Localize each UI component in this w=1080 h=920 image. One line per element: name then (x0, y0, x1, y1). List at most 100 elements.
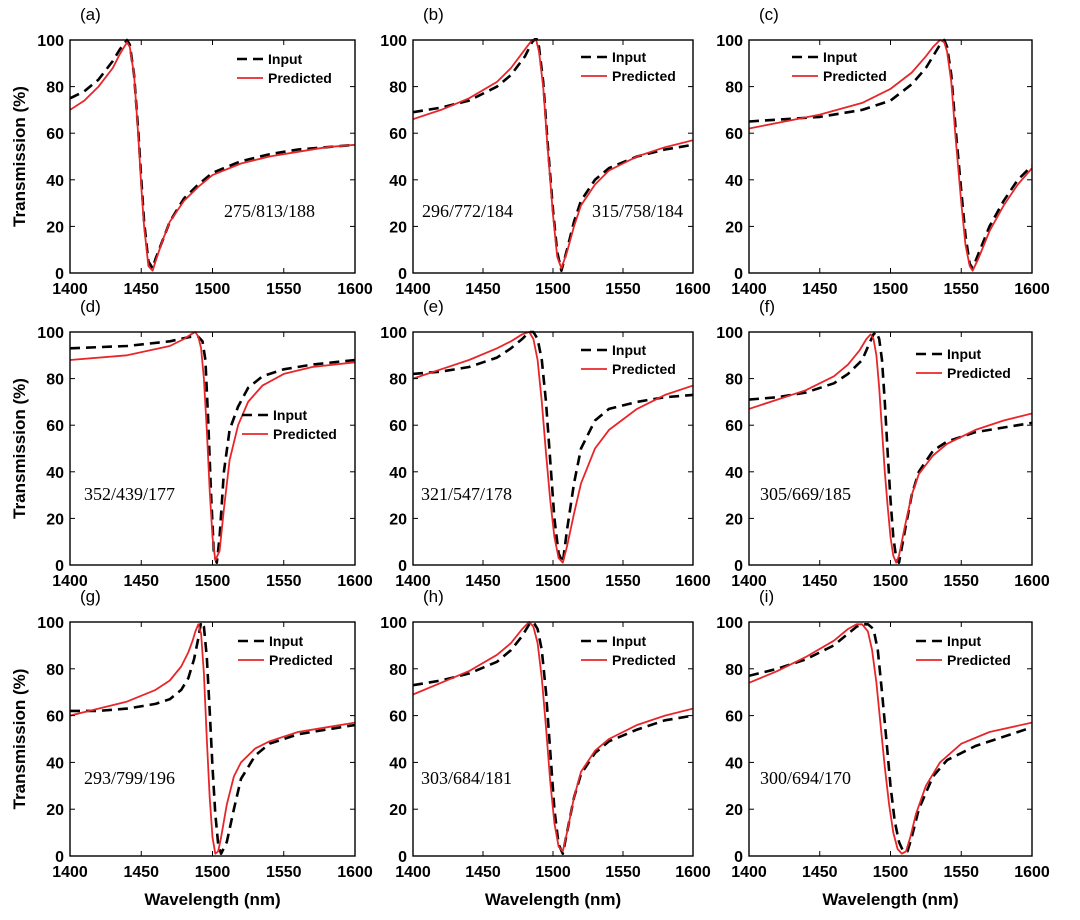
legend-label-predicted: Predicted (612, 68, 676, 84)
x-tick-label: 1600 (1014, 573, 1050, 590)
legend-label-input: Input (273, 407, 308, 423)
x-tick-label: 1400 (52, 281, 88, 298)
annotation-label: 352/439/177 (84, 484, 175, 504)
y-tick-label: 0 (55, 558, 64, 575)
y-tick-label: 80 (725, 80, 743, 97)
annotation-label: 305/669/185 (760, 484, 851, 504)
series-line-predicted (749, 623, 1032, 855)
y-tick-label: 60 (389, 709, 407, 726)
y-tick-label: 0 (398, 266, 407, 283)
y-tick-label: 60 (46, 709, 64, 726)
x-tick-label: 1600 (337, 281, 373, 298)
chart-panel-f: (f) 1400 1450 1500 1550 1600 0 20 40 60 80 100 305/6… (716, 297, 1050, 590)
panel-label: (d) (80, 297, 101, 316)
annotation-label: 275/813/188 (224, 201, 315, 221)
x-tick-label: 1400 (395, 281, 431, 298)
chart-panel-b: (b) 1400 1450 1500 1550 1600 0 20 40 60 80 100 296/7… (380, 5, 711, 298)
y-tick-label: 20 (46, 511, 64, 528)
y-axis-label: Transmission (%) (10, 378, 29, 519)
chart-panel-h: (h) 1400 1450 1500 1550 1600 0 20 40 60 80 100 303/6… (380, 587, 711, 881)
legend-label-predicted: Predicted (273, 426, 337, 442)
legend: Input Predicted (238, 633, 333, 668)
panel-label: (a) (80, 5, 101, 24)
panel-label: (i) (759, 587, 774, 606)
plot-frame (748, 39, 1033, 274)
x-tick-label: 1600 (337, 864, 373, 881)
legend-label-predicted: Predicted (947, 365, 1011, 381)
y-axis-label: Transmission (%) (10, 86, 29, 227)
x-axis-label: Wavelength (nm) (485, 890, 621, 909)
chart-panel-i: (i) 1400 1450 1500 1550 1600 0 20 40 60 80 100 300/6… (716, 587, 1050, 881)
legend-label-predicted: Predicted (269, 652, 333, 668)
y-tick-label: 100 (37, 33, 64, 50)
y-tick-label: 60 (46, 418, 64, 435)
series-line-input (70, 38, 355, 270)
y-tick-label: 100 (380, 33, 407, 50)
y-tick-label: 0 (734, 266, 743, 283)
legend-label-predicted: Predicted (268, 70, 332, 86)
annotation-label: 293/799/196 (84, 768, 175, 788)
y-tick-label: 20 (389, 219, 407, 236)
x-tick-label: 1550 (266, 864, 302, 881)
series-line-predicted (413, 621, 693, 853)
x-axis-label: Wavelength (nm) (144, 890, 280, 909)
y-tick-label: 100 (380, 325, 407, 342)
y-axis-label: Transmission (%) (10, 669, 29, 810)
y-tick-label: 0 (734, 558, 743, 575)
x-tick-label: 1500 (195, 573, 231, 590)
y-tick-label: 100 (716, 33, 743, 50)
chart-panel-a: (a) 1400 1450 1500 1550 1600 0 20 40 60 80 100 275/8… (37, 5, 373, 298)
x-tick-label: 1450 (123, 281, 159, 298)
chart-panel-g: (g) 1400 1450 1500 1550 1600 0 20 40 60 80 100 293/7… (37, 587, 373, 881)
y-tick-label: 60 (725, 418, 743, 435)
x-tick-label: 1600 (675, 864, 711, 881)
series-line-predicted (749, 39, 1032, 272)
y-tick-label: 0 (398, 849, 407, 866)
y-tick-label: 40 (725, 465, 743, 482)
legend-label-predicted: Predicted (947, 652, 1011, 668)
y-tick-label: 40 (725, 173, 743, 190)
annotation-label: 315/758/184 (592, 201, 683, 221)
y-tick-label: 60 (389, 418, 407, 435)
x-tick-label: 1450 (802, 281, 838, 298)
x-tick-label: 1500 (873, 864, 909, 881)
panel-label: (f) (759, 297, 775, 316)
y-tick-label: 80 (725, 662, 743, 679)
y-tick-label: 40 (389, 755, 407, 772)
x-tick-label: 1450 (802, 864, 838, 881)
legend-label-input: Input (268, 51, 303, 67)
y-tick-label: 0 (398, 558, 407, 575)
y-tick-label: 0 (55, 266, 64, 283)
legend: Input Predicted (581, 342, 676, 377)
x-tick-label: 1600 (1014, 281, 1050, 298)
legend: Input Predicted (581, 633, 676, 668)
chart-panel-c: (c) 1400 1450 1500 1550 1600 0 20 40 60 80 100 315/7… (592, 5, 1050, 298)
y-tick-label: 40 (46, 173, 64, 190)
y-tick-label: 60 (46, 126, 64, 143)
chart-panel-e: (e) 1400 1450 1500 1550 1600 0 20 40 60 80 100 321/5… (380, 297, 711, 590)
x-tick-label: 1450 (123, 864, 159, 881)
y-tick-label: 40 (46, 755, 64, 772)
x-tick-label: 1500 (535, 281, 571, 298)
y-tick-label: 60 (725, 126, 743, 143)
x-tick-label: 1400 (395, 864, 431, 881)
legend: Input Predicted (581, 49, 676, 84)
x-tick-label: 1450 (465, 864, 501, 881)
x-tick-label: 1550 (605, 573, 641, 590)
x-tick-label: 1550 (266, 281, 302, 298)
legend-label-predicted: Predicted (823, 68, 887, 84)
y-tick-label: 0 (55, 849, 64, 866)
y-tick-label: 20 (725, 802, 743, 819)
x-tick-label: 1550 (943, 281, 979, 298)
legend-label-input: Input (947, 346, 982, 362)
x-tick-label: 1500 (195, 281, 231, 298)
legend: Input Predicted (916, 633, 1011, 668)
y-tick-label: 100 (380, 615, 407, 632)
y-tick-label: 0 (734, 849, 743, 866)
legend-label-input: Input (947, 633, 982, 649)
series-line-predicted (413, 39, 693, 270)
y-tick-label: 20 (46, 802, 64, 819)
x-tick-label: 1400 (731, 864, 767, 881)
legend-label-input: Input (269, 633, 304, 649)
legend: Input Predicted (916, 346, 1011, 381)
